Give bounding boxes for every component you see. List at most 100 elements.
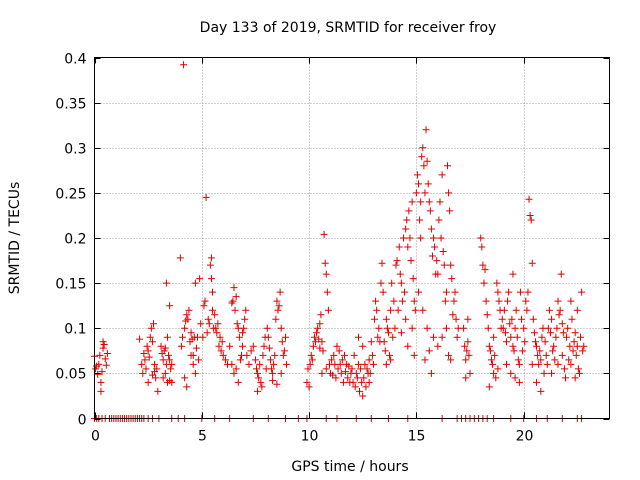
- data-point: [151, 368, 159, 376]
- data-point: [356, 387, 364, 395]
- data-point: [349, 378, 357, 386]
- data-point: [319, 347, 327, 355]
- data-point: [461, 342, 469, 350]
- data-point: [541, 338, 549, 346]
- data-point: [273, 380, 281, 388]
- data-point: [99, 344, 107, 352]
- data-point: [143, 342, 151, 350]
- data-point: [577, 333, 585, 341]
- data-point: [214, 320, 222, 328]
- data-point: [200, 302, 208, 310]
- data-point: [391, 324, 399, 332]
- data-point: [233, 320, 241, 328]
- data-point: [240, 324, 248, 332]
- data-point: [440, 261, 448, 269]
- data-point: [481, 266, 489, 274]
- data-point: [166, 302, 174, 310]
- data-point: [308, 356, 316, 364]
- data-point: [216, 333, 224, 341]
- data-point: [139, 369, 147, 377]
- data-point: [452, 315, 460, 323]
- data-point: [528, 259, 536, 267]
- data-point: [508, 315, 516, 323]
- data-point: [394, 306, 402, 314]
- data-point: [509, 270, 517, 278]
- data-point: [571, 374, 579, 382]
- data-point: [332, 374, 340, 382]
- data-point: [330, 351, 338, 359]
- data-point: [538, 333, 546, 341]
- data-point: [495, 297, 503, 305]
- data-point: [491, 351, 499, 359]
- data-point: [318, 369, 326, 377]
- data-point: [283, 360, 291, 368]
- data-point: [516, 288, 524, 296]
- data-point: [518, 315, 526, 323]
- data-point: [372, 297, 380, 305]
- data-point: [352, 369, 360, 377]
- data-point: [416, 216, 424, 224]
- data-point: [303, 378, 311, 386]
- data-point: [272, 315, 280, 323]
- data-point: [177, 342, 185, 350]
- data-point: [492, 374, 500, 382]
- data-point: [202, 193, 210, 201]
- data-point: [550, 342, 558, 350]
- data-point: [420, 162, 428, 170]
- data-point: [314, 324, 322, 332]
- data-point: [161, 344, 169, 352]
- data-point: [181, 374, 189, 382]
- y-tick-label: 0.15: [55, 277, 86, 293]
- data-point: [443, 162, 451, 170]
- data-point: [439, 248, 447, 256]
- data-point: [236, 356, 244, 364]
- data-point: [98, 368, 106, 376]
- data-point: [545, 306, 553, 314]
- data-point: [144, 347, 152, 355]
- data-point: [318, 338, 326, 346]
- data-point: [552, 333, 560, 341]
- data-point: [234, 378, 242, 386]
- data-point: [269, 377, 277, 385]
- data-point: [324, 306, 332, 314]
- data-point: [274, 306, 282, 314]
- data-point: [334, 365, 342, 373]
- data-point: [178, 333, 186, 341]
- data-point: [493, 279, 501, 287]
- data-point: [441, 297, 449, 305]
- data-point: [358, 378, 366, 386]
- data-point: [94, 370, 102, 378]
- data-point: [407, 257, 415, 265]
- data-point: [328, 356, 336, 364]
- data-point: [460, 324, 468, 332]
- data-point: [447, 356, 455, 364]
- data-point: [241, 315, 249, 323]
- data-point: [402, 315, 410, 323]
- data-point: [483, 311, 491, 319]
- data-point: [350, 351, 358, 359]
- data-point: [513, 333, 521, 341]
- data-point: [247, 347, 255, 355]
- data-point: [167, 365, 175, 373]
- data-point: [265, 344, 273, 352]
- data-point: [212, 324, 220, 332]
- data-point: [338, 356, 346, 364]
- data-point: [228, 299, 236, 307]
- data-point: [504, 297, 512, 305]
- data-point: [269, 369, 277, 377]
- data-point: [422, 126, 430, 134]
- data-point: [543, 360, 551, 368]
- data-point: [417, 234, 425, 242]
- data-point: [435, 216, 443, 224]
- data-point: [142, 365, 150, 373]
- data-point: [511, 374, 519, 382]
- data-point: [464, 315, 472, 323]
- data-point: [336, 360, 344, 368]
- data-point: [484, 324, 492, 332]
- data-point: [259, 351, 267, 359]
- data-point: [402, 225, 410, 233]
- data-point: [310, 333, 318, 341]
- data-point: [138, 360, 146, 368]
- data-point: [207, 275, 215, 283]
